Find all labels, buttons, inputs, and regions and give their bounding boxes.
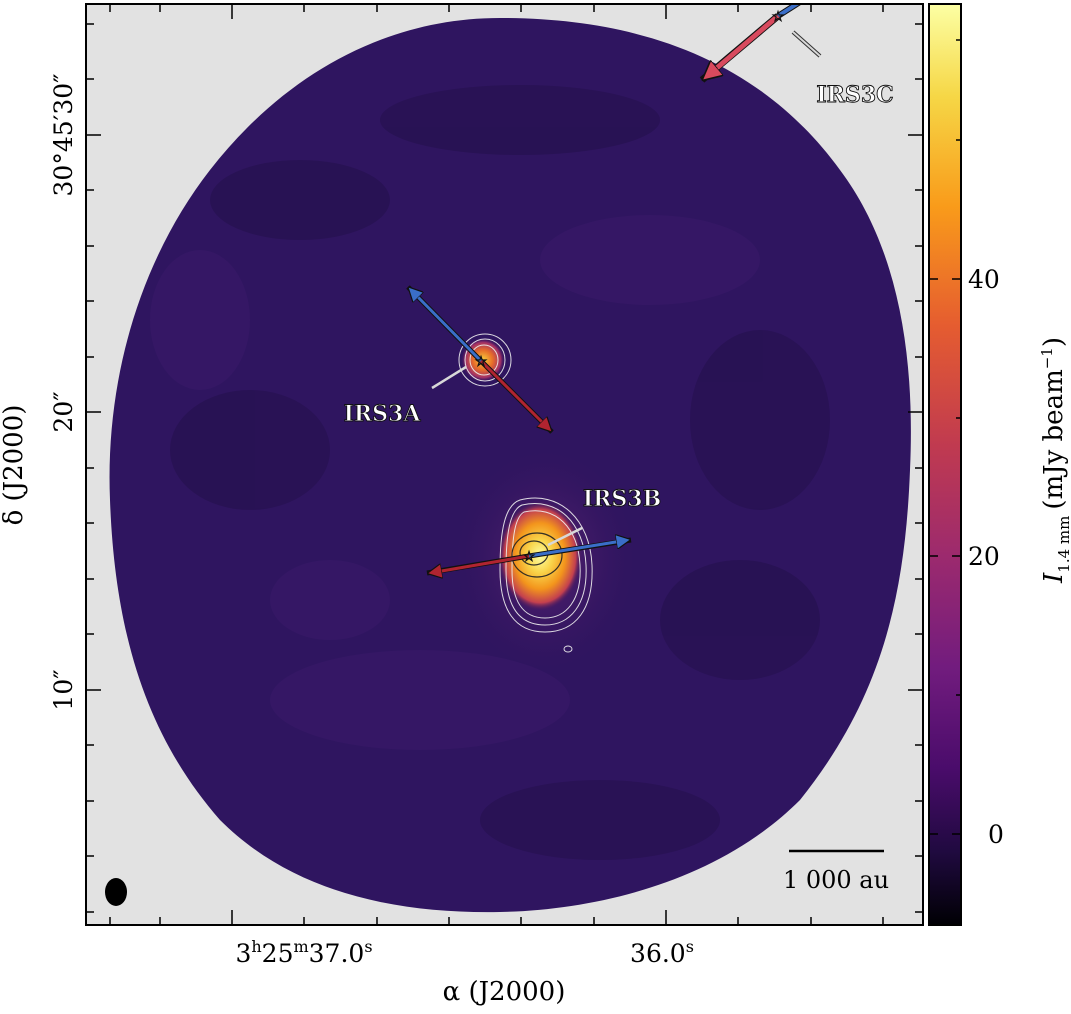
irs3a-contours [458, 333, 512, 387]
x-ticks [109, 4, 884, 925]
irs3c-leader-line [792, 31, 821, 57]
irs3a-leader-line [431, 365, 467, 390]
irs3a-star-icon: ☆ [475, 354, 488, 370]
irs3c-red-outflow-arrow [705, 14, 780, 78]
y-tick-label-10: 10″ [49, 669, 78, 710]
irs3a-label: IRS3A [344, 401, 422, 427]
y-tick-label-20: 20″ [49, 391, 78, 432]
y-axis-label: δ (J2000) [0, 405, 29, 526]
colorbar-ticks [929, 39, 961, 835]
map-texture [150, 85, 830, 860]
irs3a-red-outflow-arrow [479, 359, 550, 430]
irs3c-label: IRS3C [816, 82, 893, 108]
x-tick-label-360: 36.0s [630, 937, 694, 968]
x-axis-label: α (J2000) [443, 977, 566, 1007]
y-tick-label-30: 30°45′30″ [49, 74, 78, 197]
colorbar [928, 3, 962, 926]
plot-frame [85, 3, 924, 926]
irs3b-contours [499, 497, 593, 653]
colorbar-tick-40: 40 [968, 265, 1000, 294]
irs3c-star-icon: ☆ [772, 9, 785, 25]
irs3b-leader-line [547, 526, 583, 547]
colorbar-tick-20: 20 [968, 542, 1000, 571]
y-ticks [86, 23, 923, 913]
irs3a-blue-outflow-arrow [410, 289, 483, 363]
x-tick-label-370: 3h25m37.0s [235, 937, 372, 968]
scalebar-label: 1 000 au [783, 866, 889, 894]
beam-ellipse [105, 878, 127, 906]
colorbar-label: I1.4 mm(mJy beam−1) [1038, 337, 1071, 584]
irs3b-red-outflow-arrow [430, 554, 530, 573]
irs3b-blue-outflow-arrow [528, 540, 628, 558]
irs3b-star-icon: ☆ [523, 549, 536, 565]
colorbar-tick-0: 0 [988, 820, 1004, 849]
irs3b-label: IRS3B [583, 486, 661, 512]
